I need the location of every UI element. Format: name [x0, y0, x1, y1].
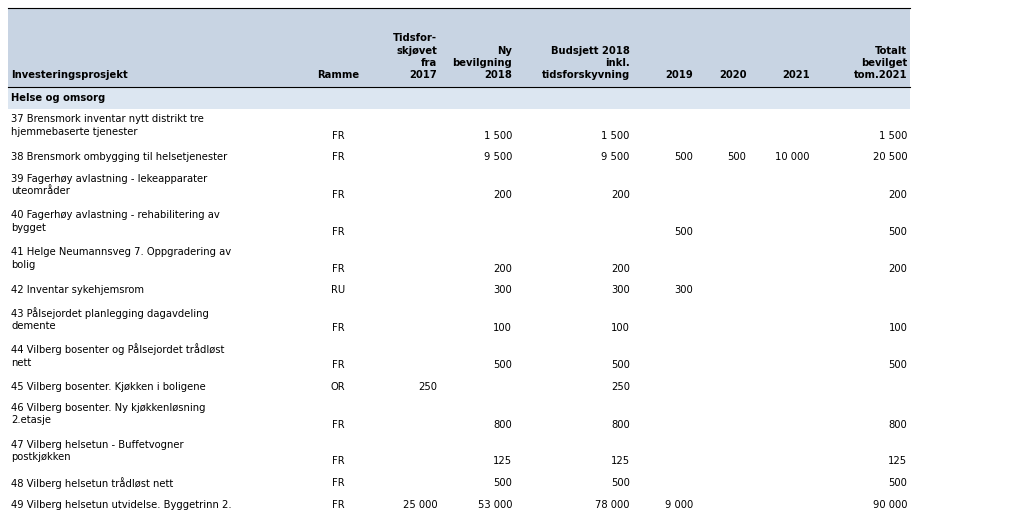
Text: 125: 125 [610, 456, 630, 466]
Text: 300: 300 [675, 285, 693, 295]
Text: 49 Vilberg helsetun utvidelse. Byggetrinn 2.: 49 Vilberg helsetun utvidelse. Byggetrin… [11, 500, 231, 510]
Text: FR: FR [332, 500, 344, 510]
Bar [8, 279, 910, 302]
Text: 2020: 2020 [719, 70, 746, 80]
Text: 125: 125 [493, 456, 512, 466]
Text: Helse og omsorg: Helse og omsorg [11, 93, 105, 103]
Bar [8, 375, 910, 398]
Text: 200: 200 [611, 264, 630, 274]
Text: 800: 800 [611, 419, 630, 430]
Bar [8, 87, 910, 109]
Text: 40 Fagerhøy avlastning - rehabilitering av
bygget: 40 Fagerhøy avlastning - rehabilitering … [11, 210, 220, 233]
Text: 78 000: 78 000 [595, 500, 630, 510]
Text: RU: RU [331, 285, 345, 295]
Text: 37 Brensmork inventar nytt distrikt tre
hjemmebaserte tjenester: 37 Brensmork inventar nytt distrikt tre … [11, 114, 204, 137]
Text: 42 Inventar sykehjemsrom: 42 Inventar sykehjemsrom [11, 285, 144, 295]
Text: 41 Helge Neumannsveg 7. Oppgradering av
bolig: 41 Helge Neumannsveg 7. Oppgradering av … [11, 247, 231, 270]
Text: 300: 300 [494, 285, 512, 295]
Bar [8, 302, 910, 338]
Text: FR: FR [332, 131, 344, 141]
Text: 1 500: 1 500 [879, 131, 907, 141]
Text: Ny
bevilgning
2018: Ny bevilgning 2018 [453, 46, 512, 80]
Text: 38 Brensmork ombygging til helsetjenester: 38 Brensmork ombygging til helsetjeneste… [11, 152, 227, 162]
Bar [8, 338, 910, 375]
Text: 100: 100 [611, 323, 630, 333]
Text: 200: 200 [494, 264, 512, 274]
Text: 1 500: 1 500 [601, 131, 630, 141]
Text: 45 Vilberg bosenter. Kjøkken i boligene: 45 Vilberg bosenter. Kjøkken i boligene [11, 381, 206, 392]
Text: 100: 100 [889, 323, 907, 333]
Text: 53 000: 53 000 [477, 500, 512, 510]
Bar [8, 242, 910, 279]
Text: 500: 500 [675, 152, 693, 162]
Text: FR: FR [332, 190, 344, 200]
Text: 125: 125 [888, 456, 907, 466]
Text: 39 Fagerhøy avlastning - lekeapparater
uteområder: 39 Fagerhøy avlastning - lekeapparater u… [11, 174, 208, 196]
Text: 1 500: 1 500 [483, 131, 512, 141]
Text: 200: 200 [889, 264, 907, 274]
Text: Budsjett 2018
inkl.
tidsforskyvning: Budsjett 2018 inkl. tidsforskyvning [542, 46, 630, 80]
Text: 500: 500 [889, 360, 907, 370]
Text: 800: 800 [494, 419, 512, 430]
Bar [8, 205, 910, 242]
Text: 9 500: 9 500 [601, 152, 630, 162]
Text: 44 Vilberg bosenter og Pålsejordet trådløst
nett: 44 Vilberg bosenter og Pålsejordet trådl… [11, 344, 224, 368]
Bar [8, 168, 910, 205]
Bar [8, 8, 910, 87]
Text: 500: 500 [889, 227, 907, 237]
Text: 500: 500 [675, 227, 693, 237]
Text: 2019: 2019 [666, 70, 693, 80]
Text: FR: FR [332, 419, 344, 430]
Text: Investeringsprosjekt: Investeringsprosjekt [11, 70, 128, 80]
Text: 300: 300 [611, 285, 630, 295]
Text: FR: FR [332, 360, 344, 370]
Bar [8, 494, 910, 512]
Text: OR: OR [331, 381, 345, 392]
Text: 20 500: 20 500 [872, 152, 907, 162]
Text: 46 Vilberg bosenter. Ny kjøkkenløsning
2.etasje: 46 Vilberg bosenter. Ny kjøkkenløsning 2… [11, 403, 206, 425]
Text: 800: 800 [889, 419, 907, 430]
Text: FR: FR [332, 456, 344, 466]
Text: FR: FR [332, 227, 344, 237]
Text: 48 Vilberg helsetun trådløst nett: 48 Vilberg helsetun trådløst nett [11, 477, 173, 489]
Text: Tidsfor-
skjøvet
fra
2017: Tidsfor- skjøvet fra 2017 [393, 33, 437, 80]
Text: 500: 500 [611, 360, 630, 370]
Text: 25 000: 25 000 [402, 500, 437, 510]
Text: FR: FR [332, 264, 344, 274]
Text: 500: 500 [728, 152, 746, 162]
Text: 250: 250 [610, 381, 630, 392]
Text: 47 Vilberg helsetun - Buffetvogner
postkjøkken: 47 Vilberg helsetun - Buffetvogner postk… [11, 440, 184, 462]
Text: 200: 200 [889, 190, 907, 200]
Text: 500: 500 [611, 478, 630, 488]
Bar [8, 435, 910, 472]
Text: 200: 200 [494, 190, 512, 200]
Text: 10 000: 10 000 [775, 152, 810, 162]
Text: 500: 500 [889, 478, 907, 488]
Text: 9 000: 9 000 [665, 500, 693, 510]
Bar [8, 109, 910, 146]
Bar [8, 146, 910, 168]
Text: Totalt
bevilget
tom.2021: Totalt bevilget tom.2021 [854, 46, 907, 80]
Text: 200: 200 [611, 190, 630, 200]
Text: FR: FR [332, 323, 344, 333]
Bar [8, 398, 910, 435]
Text: Ramme: Ramme [316, 70, 359, 80]
Bar [8, 472, 910, 494]
Text: FR: FR [332, 152, 344, 162]
Text: 90 000: 90 000 [872, 500, 907, 510]
Text: 250: 250 [418, 381, 437, 392]
Text: 2021: 2021 [782, 70, 810, 80]
Text: FR: FR [332, 478, 344, 488]
Text: 500: 500 [494, 478, 512, 488]
Text: 500: 500 [494, 360, 512, 370]
Text: 100: 100 [494, 323, 512, 333]
Text: 43 Pålsejordet planlegging dagavdeling
demente: 43 Pålsejordet planlegging dagavdeling d… [11, 307, 209, 331]
Text: 9 500: 9 500 [483, 152, 512, 162]
